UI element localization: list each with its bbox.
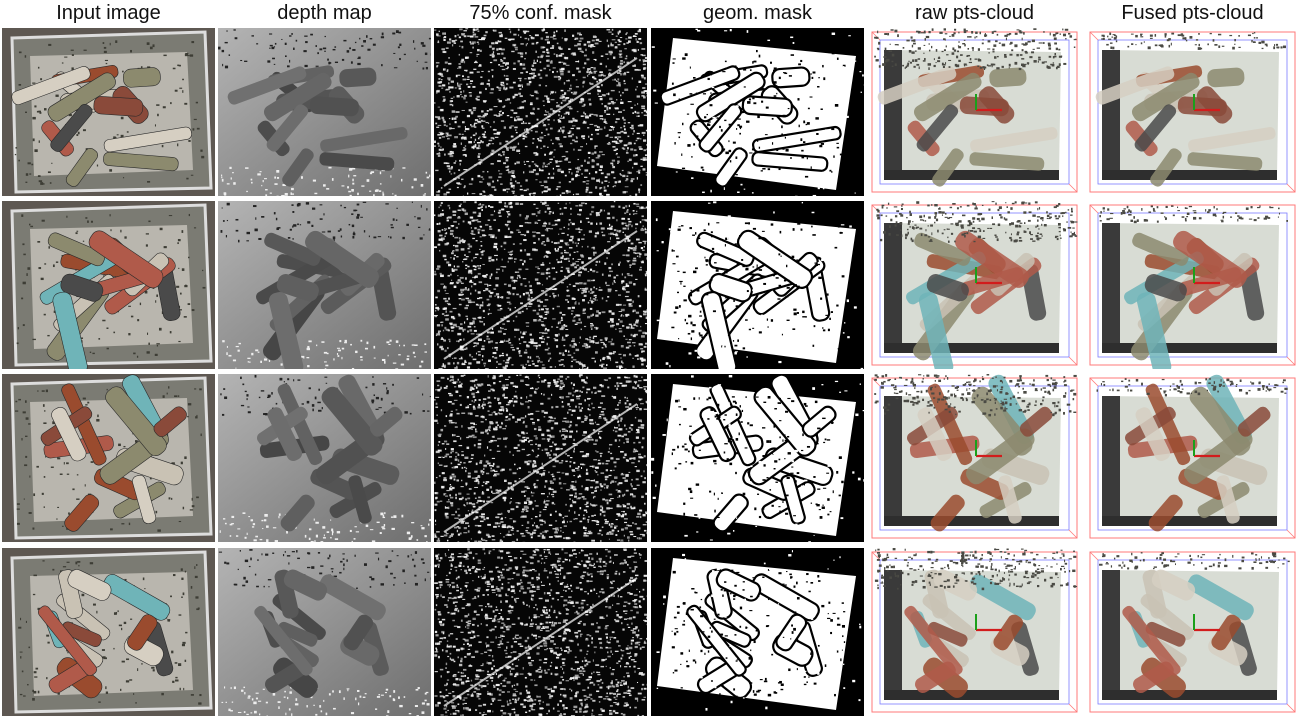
depth-map-row-1 xyxy=(218,28,431,196)
fused-point-cloud-row-4 xyxy=(1086,548,1299,716)
raw-point-cloud-row-4 xyxy=(868,548,1081,716)
depth-map-row-3 xyxy=(218,374,431,542)
raw-point-cloud-image xyxy=(868,28,1081,196)
confidence-mask-row-3 xyxy=(434,374,647,542)
confidence-mask-image xyxy=(434,201,647,369)
fused-point-cloud-row-1 xyxy=(1086,28,1299,196)
input-image-row-2 xyxy=(2,201,215,369)
header-fused-point-cloud: Fused pts-cloud xyxy=(1121,2,1264,24)
confidence-mask-image xyxy=(434,374,647,542)
raw-point-cloud-image xyxy=(868,548,1081,716)
depth-map-row-2 xyxy=(218,201,431,369)
raw-point-cloud-row-3 xyxy=(868,374,1081,542)
depth-map-row-4 xyxy=(218,548,431,716)
input-image-row-1 xyxy=(2,28,215,196)
geometric-mask-row-4 xyxy=(651,548,864,716)
geometric-mask-image xyxy=(651,374,864,542)
confidence-mask-image xyxy=(434,548,647,716)
geometric-mask-image xyxy=(651,28,864,196)
header-depth-map: depth map xyxy=(277,2,372,24)
confidence-mask-image xyxy=(434,28,647,196)
depth-map-image xyxy=(218,374,431,542)
raw-point-cloud-image xyxy=(868,201,1081,369)
raw-point-cloud-row-1 xyxy=(868,28,1081,196)
geometric-mask-row-1 xyxy=(651,28,864,196)
fused-point-cloud-row-2 xyxy=(1086,201,1299,369)
fused-point-cloud-image xyxy=(1086,374,1299,542)
input-image-image xyxy=(2,201,215,369)
input-image-image xyxy=(2,28,215,196)
raw-point-cloud-row-2 xyxy=(868,201,1081,369)
input-image-row-4 xyxy=(2,548,215,716)
header-raw-point-cloud: raw pts-cloud xyxy=(915,2,1034,24)
fused-point-cloud-row-3 xyxy=(1086,374,1299,542)
input-image-image xyxy=(2,374,215,542)
geometric-mask-row-3 xyxy=(651,374,864,542)
depth-map-image xyxy=(218,28,431,196)
depth-map-image xyxy=(218,201,431,369)
depth-map-image xyxy=(218,548,431,716)
fused-point-cloud-image xyxy=(1086,548,1299,716)
header-geometric-mask: geom. mask xyxy=(703,2,812,24)
confidence-mask-row-4 xyxy=(434,548,647,716)
input-image-image xyxy=(2,548,215,716)
fused-point-cloud-image xyxy=(1086,28,1299,196)
geometric-mask-image xyxy=(651,201,864,369)
geometric-mask-image xyxy=(651,548,864,716)
header-input-image: Input image xyxy=(56,2,161,24)
raw-point-cloud-image xyxy=(868,374,1081,542)
geometric-mask-row-2 xyxy=(651,201,864,369)
header-confidence-mask: 75% conf. mask xyxy=(469,2,612,24)
confidence-mask-row-1 xyxy=(434,28,647,196)
input-image-row-3 xyxy=(2,374,215,542)
confidence-mask-row-2 xyxy=(434,201,647,369)
fused-point-cloud-image xyxy=(1086,201,1299,369)
